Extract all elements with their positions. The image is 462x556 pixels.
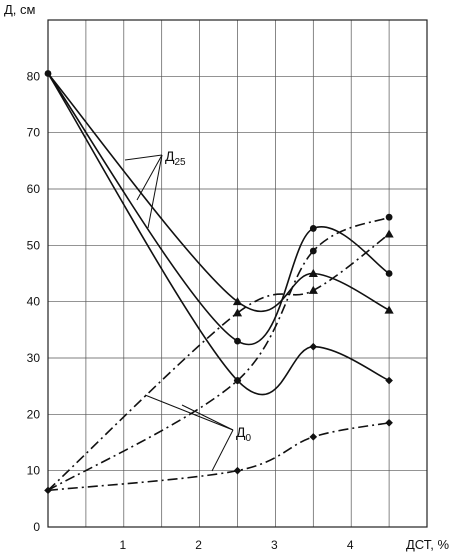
marker-triangle [232,308,243,317]
x-tick-label: 2 [195,538,202,552]
x-tick-label: 1 [119,538,126,552]
y-tick-label: 10 [27,464,41,478]
y-tick-label: 50 [27,238,41,252]
marker-circle [234,337,241,345]
x-tick-label: 4 [347,538,354,552]
markers-group [44,70,394,495]
series-line-3 [47,73,390,396]
annotation-leader-line [181,404,234,431]
labels-group: 0 10 20 30 40 50 60 70 80 1 2 3 4 [27,69,354,552]
plot-frame [47,19,428,528]
annotations-group: Д25 Д0 [124,148,251,472]
annotation-d0: Д0 [236,424,251,444]
marker-triangle [308,285,318,294]
marker-diamond [44,486,52,495]
x-axis-title: ДСТ, % [406,537,449,552]
marker-diamond [385,376,393,385]
marker-triangle [384,229,394,238]
series-line-6 [47,421,390,492]
marker-circle [309,247,317,255]
marker-triangle [384,305,394,314]
annotation-leader-line [144,394,234,431]
marker-diamond [233,466,242,475]
marker-triangle [232,297,243,306]
y-tick-label: 40 [27,295,41,309]
y-tick-label: 30 [27,351,41,365]
marker-circle [385,213,393,221]
marker-diamond [309,342,318,351]
annotation-d25: Д25 [165,148,186,168]
annotation-leader-line [211,429,234,472]
series-line-5 [47,233,390,491]
marker-circle [234,377,241,384]
annotation-leader-line [136,154,163,201]
series-line-4 [47,216,390,492]
marker-diamond [309,433,318,441]
y-tick-label: 0 [33,520,40,534]
annotation-leader-line [124,154,163,161]
axes [47,19,428,528]
marker-triangle [308,268,318,277]
marker-circle [309,225,317,232]
series-line-2 [47,73,390,312]
marker-circle [385,270,393,277]
x-tick-label: 3 [271,538,278,552]
annotation-leader-line [147,154,163,229]
series-line-1 [47,73,390,346]
y-tick-label: 20 [27,407,41,421]
series-group [47,73,390,492]
y-tick-label: 60 [27,182,41,196]
y-axis-title: Д, см [4,2,36,17]
marker-circle [44,70,52,77]
grid [48,20,427,527]
y-tick-label: 80 [27,69,41,83]
y-tick-label: 70 [27,126,41,140]
marker-diamond [385,418,393,427]
